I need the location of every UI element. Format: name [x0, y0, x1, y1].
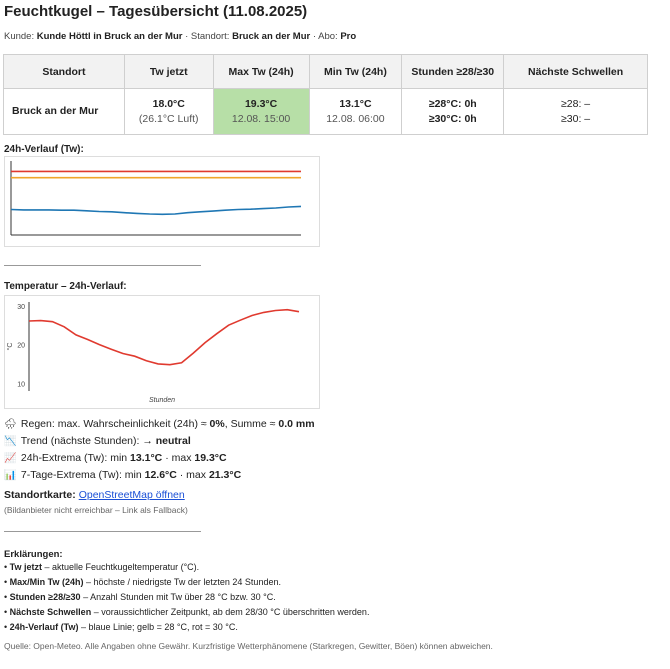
divider: [4, 265, 201, 266]
cell-min-tw: 13.1°C 12.08. 06:00: [308, 88, 403, 135]
trend-value: → neutral: [142, 435, 191, 447]
extrema-24h-row: 📈 24h-Extrema (Tw): min 13.1°C · max 19.…: [4, 450, 315, 467]
source-note: Quelle: Open-Meteo. Alle Angaben ohne Ge…: [4, 641, 493, 651]
extrema7-sep: · max: [179, 469, 207, 481]
list-item: 24h-Verlauf (Tw) – blaue Linie; gelb = 2…: [4, 620, 369, 635]
abo-value: Pro: [340, 31, 357, 42]
cell-hours: ≥28°C: 0h ≥30°C: 0h: [401, 88, 505, 135]
divider: [4, 531, 201, 532]
tw-now-value: 18.0°C: [152, 97, 185, 110]
col-header-min-tw: Min Tw (24h): [308, 54, 403, 89]
extrema24-min: 13.1°C: [130, 452, 163, 464]
map-label: Standortkarte:: [4, 489, 76, 501]
x-axis-label: Stunden: [149, 397, 175, 404]
hours-30: ≥30°C: 0h: [428, 112, 477, 125]
expl-text: – aktuelle Feuchtkugeltemperatur (°C).: [42, 562, 200, 572]
expl-text: – Anzahl Stunden mit Tw über 28 °C bzw. …: [80, 592, 276, 602]
temperature-series-line: [28, 308, 300, 366]
extrema7-min: 12.6°C: [144, 469, 177, 481]
trend-down-chart-icon: 📉: [4, 436, 17, 447]
extrema7-label: 7-Tage-Extrema (Tw): min: [20, 469, 142, 481]
col-header-hours: Stunden ≥28/≥30: [401, 54, 505, 89]
expl-term: Nächste Schwellen: [9, 607, 92, 617]
temp-chart: 10 20 30 °C Stunden: [4, 295, 320, 409]
trend-row: 📉 Trend (nächste Stunden): → neutral: [4, 433, 315, 450]
expl-text: – blaue Linie; gelb = 28 °C, rot = 30 °C…: [78, 622, 238, 632]
rain-row: 🌧 Regen: max. Wahrscheinlichkeit (24h) ≈…: [4, 416, 315, 433]
extrema24-label: 24h-Extrema (Tw): min: [20, 452, 128, 464]
col-header-standort: Standort: [3, 54, 125, 89]
expl-text: – voraussichtlicher Zeitpunkt, ab dem 28…: [91, 607, 370, 617]
abo-label: · Abo:: [312, 31, 338, 42]
min-tw-value: 13.1°C: [339, 97, 372, 110]
table-row: Bruck an der Mur 18.0°C (26.1°C Luft) 19…: [3, 88, 648, 135]
max-tw-value: 19.3°C: [244, 97, 278, 110]
trend-label: Trend (nächste Stunden):: [20, 435, 140, 447]
tw-series-line: [10, 205, 302, 216]
extrema24-max: 19.3°C: [194, 452, 227, 464]
y-axis-label: °C: [6, 343, 14, 351]
expl-term: Max/Min Tw (24h): [9, 577, 84, 587]
extrema-7d-row: 📊 7-Tage-Extrema (Tw): min 12.6°C · max …: [4, 467, 315, 484]
list-item: Stunden ≥28/≥30 – Anzahl Stunden mit Tw …: [4, 590, 369, 605]
min-tw-time: 12.08. 06:00: [326, 112, 385, 125]
kunde-label: Kunde:: [4, 31, 35, 42]
next-30: ≥30: –: [561, 112, 591, 125]
standort-label: · Standort:: [185, 31, 230, 42]
col-header-tw-now: Tw jetzt: [123, 54, 214, 89]
bar-chart-icon: 📊: [4, 470, 17, 481]
rain-sum-label: , Summe ≈: [224, 418, 276, 430]
expl-term: 24h-Verlauf (Tw): [9, 622, 79, 632]
openstreetmap-link[interactable]: OpenStreetMap öffnen: [78, 489, 185, 501]
cell-standort: Bruck an der Mur: [3, 88, 125, 135]
rain-sum: 0.0 mm: [278, 418, 315, 430]
y-tick-label: 30: [17, 304, 25, 311]
list-item: Nächste Schwellen – voraussichtlicher Ze…: [4, 605, 370, 620]
kunde-value: Kunde Höttl in Bruck an der Mur: [36, 31, 183, 42]
chart-up-icon: 📈: [4, 453, 17, 464]
next-28: ≥28: –: [561, 97, 591, 110]
map-section: Standortkarte: OpenStreetMap öffnen: [4, 489, 185, 501]
cell-max-tw: 19.3°C 12.08. 15:00: [212, 88, 310, 135]
rain-prob: 0%: [209, 418, 225, 430]
temp-chart-label: Temperatur – 24h-Verlauf:: [4, 281, 127, 292]
cell-next-thresholds: ≥28: – ≥30: –: [503, 88, 648, 135]
max-tw-time: 12.08. 15:00: [231, 112, 291, 125]
map-fallback-note: (Bildanbieter nicht erreichbar – Link al…: [4, 505, 188, 515]
list-item: Max/Min Tw (24h) – höchste / niedrigste …: [4, 575, 369, 590]
customer-meta: Kunde: Kunde Höttl in Bruck an der Mur ·…: [4, 31, 356, 42]
tw-chart-svg: [10, 161, 302, 236]
expl-term: Stunden ≥28/≥30: [9, 592, 81, 602]
extrema24-sep: · max: [165, 452, 192, 464]
col-header-next-thresholds: Nächste Schwellen: [503, 54, 648, 89]
explanations-list: Tw jetzt – aktuelle Feuchtkugeltemperatu…: [4, 560, 370, 635]
tw-chart: [4, 156, 320, 247]
expl-text: – höchste / niedrigste Tw der letzten 24…: [83, 577, 281, 587]
extrema7-max: 21.3°C: [208, 469, 242, 481]
table-header-row: Standort Tw jetzt Max Tw (24h) Min Tw (2…: [3, 54, 648, 89]
weather-info: 🌧 Regen: max. Wahrscheinlichkeit (24h) ≈…: [4, 416, 315, 484]
tw-now-air: (26.1°C Luft): [138, 112, 199, 125]
temp-chart-svg: 10 20 30 °C Stunden: [6, 302, 300, 404]
hours-28: ≥28°C: 0h: [428, 97, 477, 110]
overview-table: Standort Tw jetzt Max Tw (24h) Min Tw (2…: [3, 54, 648, 135]
expl-term: Tw jetzt: [9, 562, 42, 572]
tw-chart-label: 24h-Verlauf (Tw):: [4, 144, 84, 155]
explanations-title: Erklärungen:: [4, 549, 63, 560]
cell-tw-now: 18.0°C (26.1°C Luft): [123, 88, 214, 135]
col-header-max-tw: Max Tw (24h): [212, 54, 310, 89]
standort-value: Bruck an der Mur: [232, 31, 311, 42]
page-title: Feuchtkugel – Tagesübersicht (11.08.2025…: [4, 3, 308, 20]
rain-cloud-icon: 🌧: [4, 419, 17, 430]
y-tick-label: 10: [17, 381, 25, 388]
list-item: Tw jetzt – aktuelle Feuchtkugeltemperatu…: [4, 560, 369, 575]
y-tick-label: 20: [17, 343, 25, 350]
rain-label: Regen: max. Wahrscheinlichkeit (24h) ≈: [20, 418, 207, 430]
